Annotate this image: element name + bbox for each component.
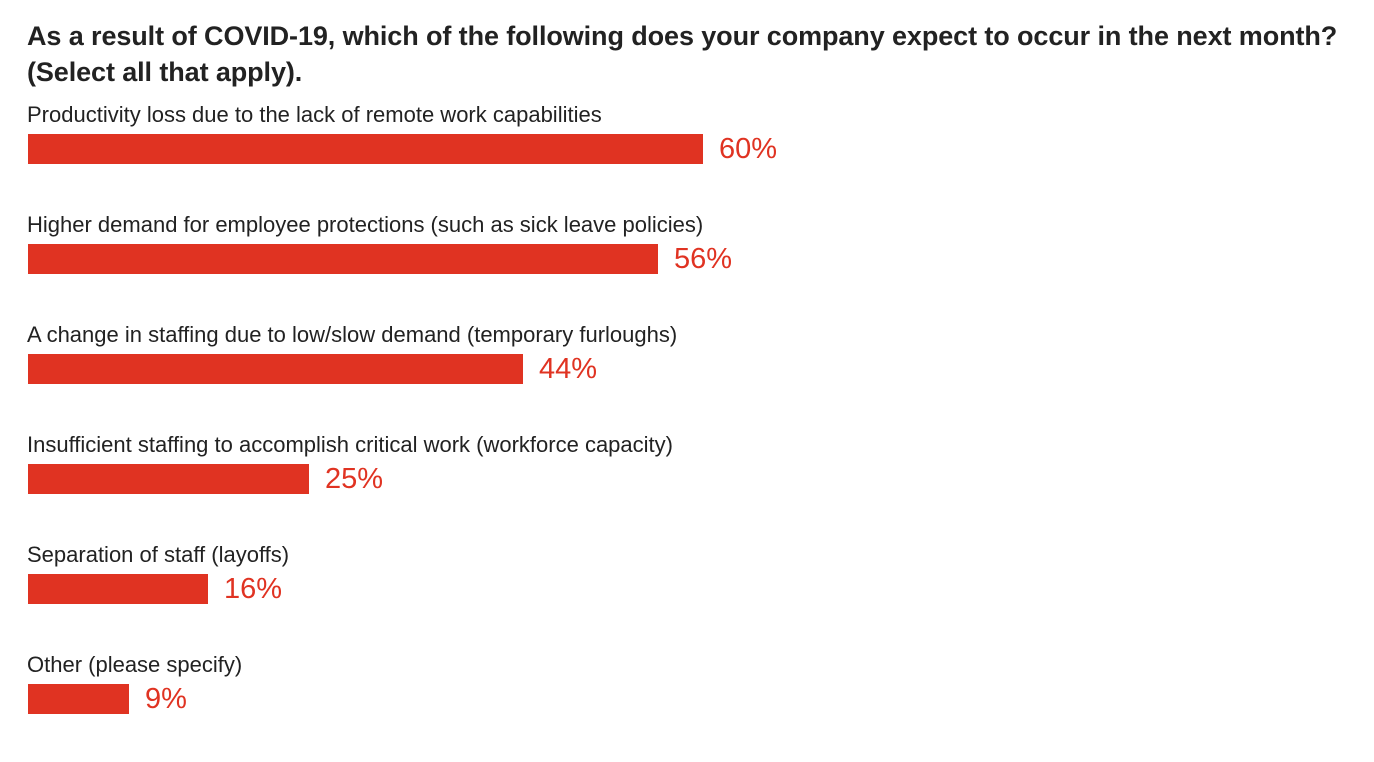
chart-row: Other (please specify) 9% xyxy=(27,652,1347,762)
category-label: Separation of staff (layoffs) xyxy=(27,542,290,567)
category-label: A change in staffing due to low/slow dem… xyxy=(27,322,678,347)
chart-row: Productivity loss due to the lack of rem… xyxy=(27,102,1347,212)
bar xyxy=(28,684,129,714)
category-label: Insufficient staffing to accomplish crit… xyxy=(27,432,673,457)
bar-track: 16% xyxy=(28,573,1128,605)
value-label: 60% xyxy=(719,133,778,165)
bar xyxy=(28,574,208,604)
bar xyxy=(28,244,658,274)
category-label: Higher demand for employee protections (… xyxy=(27,212,704,237)
bar-track: 56% xyxy=(28,243,1128,275)
bar-track: 25% xyxy=(28,463,1128,495)
value-label: 25% xyxy=(325,463,384,495)
bar xyxy=(28,464,309,494)
bar-track: 44% xyxy=(28,353,1128,385)
bar-track: 60% xyxy=(28,133,1128,165)
bar xyxy=(28,354,523,384)
chart-row: A change in staffing due to low/slow dem… xyxy=(27,322,1347,432)
value-label: 16% xyxy=(224,573,283,605)
category-label: Productivity loss due to the lack of rem… xyxy=(27,102,602,127)
bar-track: 9% xyxy=(28,683,1128,715)
chart-title: As a result of COVID-19, which of the fo… xyxy=(27,21,1338,87)
value-label: 56% xyxy=(674,243,733,275)
bar-chart: As a result of COVID-19, which of the fo… xyxy=(27,18,1347,762)
chart-row: Separation of staff (layoffs) 16% xyxy=(27,542,1347,652)
value-label: 44% xyxy=(539,353,598,385)
value-label: 9% xyxy=(145,683,187,715)
chart-row: Higher demand for employee protections (… xyxy=(27,212,1347,322)
bar xyxy=(28,134,703,164)
chart-row: Insufficient staffing to accomplish crit… xyxy=(27,432,1347,542)
category-label: Other (please specify) xyxy=(27,652,243,677)
chart-rows: Productivity loss due to the lack of rem… xyxy=(27,102,1347,762)
